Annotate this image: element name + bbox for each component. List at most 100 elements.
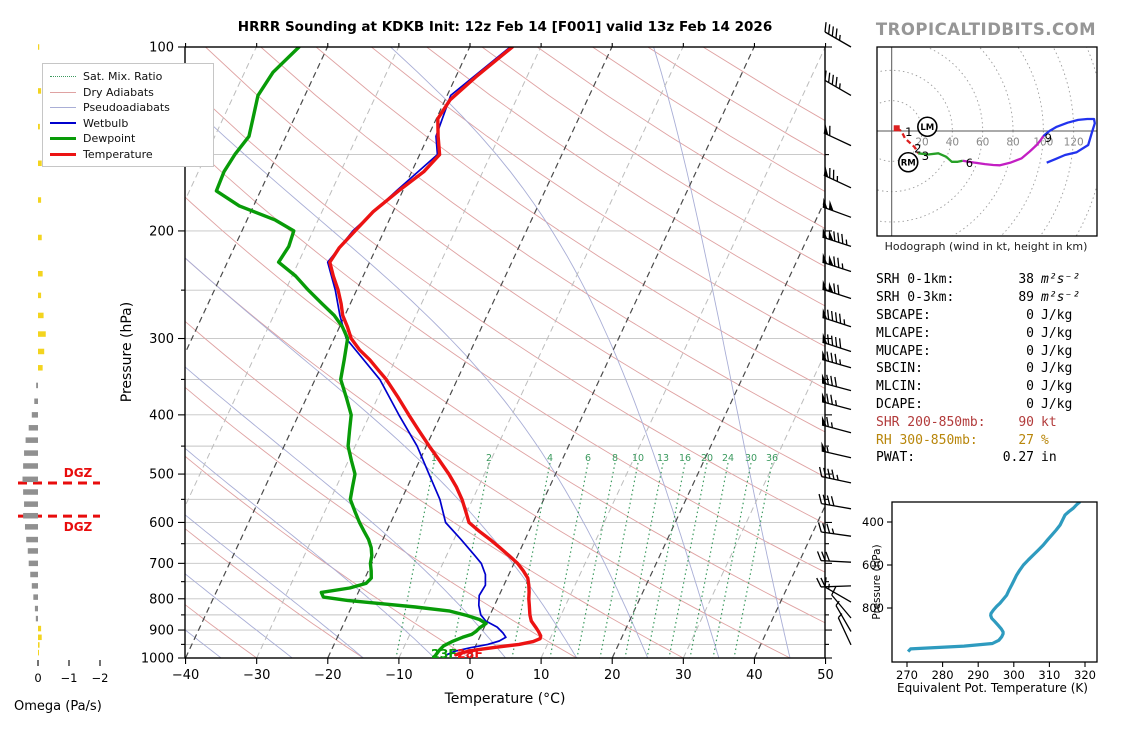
stat-row: DCAPE: 0 J/kg	[876, 396, 1097, 414]
stat-row: PWAT: 0.27 in	[876, 449, 1097, 467]
svg-text:40: 40	[746, 668, 763, 683]
wind-barb	[835, 600, 852, 632]
svg-text:2: 2	[486, 453, 492, 464]
svg-text:120: 120	[1064, 137, 1084, 149]
stat-unit: J/kg	[1041, 325, 1073, 341]
svg-text:30: 30	[675, 668, 692, 683]
svg-text:13: 13	[657, 453, 669, 464]
svg-text:−2: −2	[92, 671, 109, 685]
hodograph-plot: 20 40 60 80 100 120 123 6 9 LM RM	[877, 47, 1097, 236]
stat-unit: J/kg	[1041, 343, 1073, 359]
stat-label: DCAPE:	[876, 396, 923, 412]
svg-text:100: 100	[149, 41, 174, 56]
sounding-curves	[214, 47, 543, 657]
svg-text:36: 36	[766, 453, 778, 464]
svg-text:60: 60	[976, 137, 989, 149]
svg-text:0: 0	[34, 671, 41, 685]
svg-text:−40: −40	[172, 668, 199, 683]
legend-swatch	[50, 76, 76, 78]
legend-label: Dewpoint	[83, 132, 136, 146]
hodograph-trace-6-9km	[962, 135, 1045, 167]
wind-barb	[823, 165, 852, 189]
thetae-pressure-axis-label: Pressure (hPa)	[871, 544, 883, 620]
svg-text:400: 400	[149, 408, 174, 423]
svg-text:1: 1	[905, 125, 912, 139]
stat-label: SRH 0-1km:	[876, 272, 955, 288]
legend-item: Dry Adiabats	[50, 85, 206, 101]
omega-axis-label: Omega (Pa/s)	[14, 699, 102, 714]
svg-text:20: 20	[604, 668, 621, 683]
legend-label: Sat. Mix. Ratio	[83, 70, 163, 84]
dgz-label-upper: DGZ	[63, 466, 93, 480]
wind-barb	[817, 522, 852, 537]
legend-label: Pseudoadiabats	[83, 101, 170, 115]
legend-swatch	[50, 137, 76, 141]
wind-barb	[823, 123, 852, 147]
stat-label: MLCAPE:	[876, 325, 931, 341]
stat-row: SBCAPE: 0 J/kg	[876, 307, 1097, 325]
legend-label: Wetbulb	[83, 116, 129, 130]
svg-text:280: 280	[932, 668, 954, 682]
svg-text:−1: −1	[61, 671, 78, 685]
legend-swatch	[50, 91, 76, 93]
stat-value: 90	[1018, 414, 1034, 430]
wind-barb	[831, 585, 852, 619]
temperature-axis-label: Temperature (°C)	[444, 691, 566, 707]
stat-row: MUCAPE: 0 J/kg	[876, 342, 1097, 360]
omega-plot: 0 −1 −2	[22, 44, 109, 685]
legend-item: Sat. Mix. Ratio	[50, 69, 206, 85]
stat-unit: kt	[1041, 414, 1057, 430]
wind-barb	[824, 70, 852, 96]
surface-temperature-labels: 23F28F	[431, 646, 483, 661]
thetae-plot: 400 600 800 270 280 290 300 310 320	[862, 501, 1098, 682]
svg-text:24: 24	[722, 453, 734, 464]
stat-value: 0	[1026, 343, 1034, 359]
stat-row: SRH 0-3km: 89 m²s⁻²	[876, 289, 1097, 307]
branding-logo: TROPICALTIDBITS.COM	[875, 20, 1097, 39]
svg-text:290: 290	[967, 668, 989, 682]
svg-text:RM: RM	[901, 158, 916, 168]
svg-text:9: 9	[1045, 131, 1052, 145]
stat-label: SRH 0-3km:	[876, 290, 955, 306]
wind-barb	[837, 613, 852, 646]
svg-text:8: 8	[612, 453, 618, 464]
stat-unit: %	[1041, 432, 1049, 448]
svg-text:800: 800	[862, 601, 884, 615]
hodograph-trace-9-12km	[1042, 117, 1096, 164]
svg-text:1: 1	[431, 453, 437, 464]
svg-text:20: 20	[701, 453, 713, 464]
stat-label: MUCAPE:	[876, 343, 931, 359]
stat-value: 0	[1026, 379, 1034, 395]
wind-barb	[822, 332, 852, 353]
stat-label: SBCAPE:	[876, 307, 931, 323]
dgz-label-lower: DGZ	[63, 520, 93, 534]
surface-dewpoint-label: 23F	[431, 646, 457, 661]
svg-text:4: 4	[547, 453, 553, 464]
stat-row: MLCIN: 0 J/kg	[876, 378, 1097, 396]
legend-item: Dewpoint	[50, 131, 206, 147]
wind-barb	[822, 279, 852, 300]
stat-row: SRH 0-1km: 38 m²s⁻²	[876, 271, 1097, 289]
svg-text:700: 700	[149, 557, 174, 572]
wind-barb	[821, 350, 852, 369]
stat-unit: m²s⁻²	[1041, 272, 1081, 288]
stat-value: 0	[1026, 307, 1034, 323]
hodograph-trace-0-3km	[896, 127, 920, 154]
stat-label: PWAT:	[876, 450, 916, 466]
wind-barb	[818, 466, 852, 484]
svg-text:10: 10	[632, 453, 644, 464]
stat-value: 89	[1018, 290, 1034, 306]
stat-label: SHR 200-850mb:	[876, 414, 986, 430]
svg-text:50: 50	[817, 668, 834, 683]
stat-label: SBCIN:	[876, 361, 923, 377]
wind-barb	[824, 577, 852, 603]
svg-text:300: 300	[149, 332, 174, 347]
svg-text:30: 30	[745, 453, 757, 464]
svg-text:100: 100	[1033, 137, 1053, 149]
wind-barb	[816, 551, 852, 563]
svg-text:800: 800	[149, 592, 174, 607]
pressure-axis-label: Pressure (hPa)	[119, 301, 135, 403]
svg-text:300: 300	[1003, 668, 1025, 682]
stats-panel: SRH 0-1km: 38 m²s⁻² SRH 0-3km: 89 m²s⁻² SBCAPE…	[876, 271, 1097, 467]
